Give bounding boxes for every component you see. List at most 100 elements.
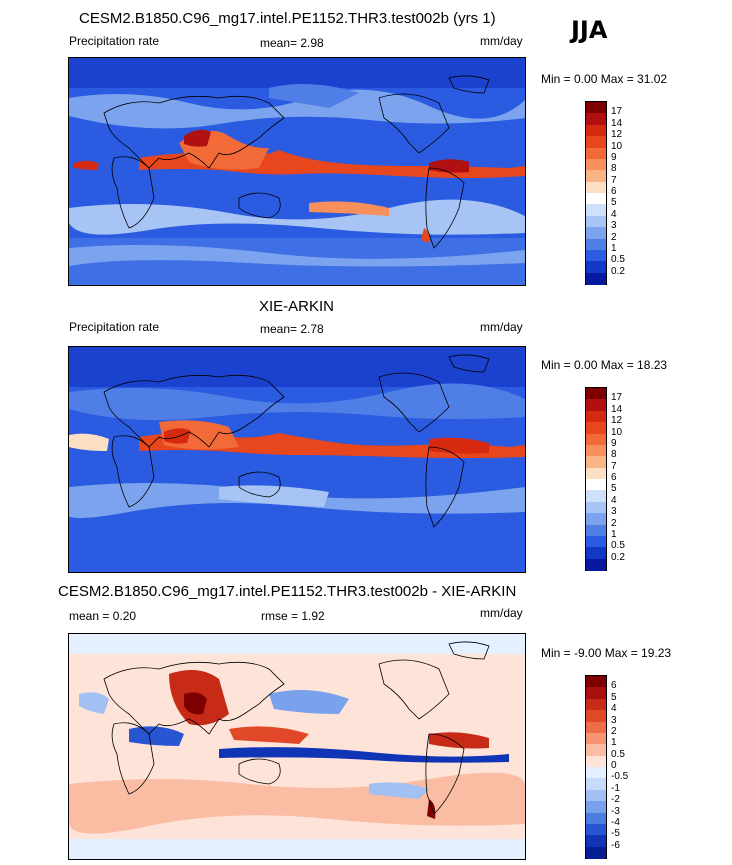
panel-3-colorbar: 6 5 4 3 2 1 0.5 0 -0.5 -1 -2 -3 -4 -5 -6 xyxy=(585,675,685,859)
season-label: JJA xyxy=(571,16,608,44)
panel-1-colorbar-scale xyxy=(585,101,607,285)
panel-3-map-svg xyxy=(69,634,525,859)
colorbar-tick-label: 0.2 xyxy=(611,551,625,563)
colorbar-segment xyxy=(586,721,606,734)
colorbar-tick-label: 9 xyxy=(611,151,617,163)
panel-2-map-svg xyxy=(69,347,525,572)
colorbar-tick-label: 1 xyxy=(611,528,617,540)
panel-1-colorbar: 17 14 12 10 9 8 7 6 5 4 3 2 1 0.5 0.2 xyxy=(585,101,685,285)
colorbar-segment xyxy=(586,846,606,859)
colorbar-tick-label: -6 xyxy=(611,839,620,851)
colorbar-tick-label: 14 xyxy=(611,403,623,415)
colorbar-segment xyxy=(586,467,606,480)
colorbar-segment xyxy=(586,558,606,571)
panel-1-map xyxy=(68,57,526,286)
colorbar-segment xyxy=(586,204,606,217)
colorbar-tick-label: -2 xyxy=(611,794,620,806)
colorbar-segment xyxy=(586,193,606,205)
colorbar-segment xyxy=(586,789,606,802)
colorbar-tick-label: 0.2 xyxy=(611,265,625,277)
colorbar-tick-label: -1 xyxy=(611,782,620,794)
panel-3-units: mm/day xyxy=(480,606,523,620)
panel-1-units: mm/day xyxy=(480,34,523,48)
colorbar-segment xyxy=(586,835,606,848)
colorbar-tick-label: 9 xyxy=(611,437,617,449)
colorbar-segment xyxy=(586,755,606,768)
colorbar-tick-label: 17 xyxy=(611,106,623,118)
colorbar-tick-label: 0.5 xyxy=(611,748,625,760)
colorbar-segment xyxy=(586,388,606,400)
colorbar-segment xyxy=(586,732,606,745)
panel-3-mean: mean = 0.20 xyxy=(69,609,137,623)
colorbar-tick-label: 8 xyxy=(611,449,617,461)
colorbar-segment xyxy=(586,422,606,434)
colorbar-tick-label: 4 xyxy=(611,208,617,220)
colorbar-segment xyxy=(586,823,606,836)
colorbar-tick-label: 8 xyxy=(611,163,617,175)
colorbar-tick-label: 12 xyxy=(611,415,623,427)
colorbar-tick-label: 7 xyxy=(611,174,617,186)
panel-1-map-svg xyxy=(69,58,525,285)
colorbar-segment xyxy=(586,501,606,514)
colorbar-tick-label: 3 xyxy=(611,506,617,518)
colorbar-segment xyxy=(586,124,606,137)
colorbar-tick-label: 17 xyxy=(611,392,623,404)
colorbar-segment xyxy=(586,698,606,711)
panel-2-variable: Precipitation rate xyxy=(69,320,160,334)
colorbar-segment xyxy=(586,181,606,194)
colorbar-segment xyxy=(586,215,606,228)
panel-3-map xyxy=(68,633,526,860)
colorbar-segment xyxy=(586,158,606,171)
colorbar-segment xyxy=(586,272,606,285)
colorbar-segment xyxy=(586,227,606,239)
colorbar-segment xyxy=(586,456,606,469)
panel-2-colorbar-scale xyxy=(585,387,607,571)
panel-3-colorbar-scale xyxy=(585,675,607,859)
colorbar-segment xyxy=(586,801,606,813)
panel-3-minmax: Min = -9.00 Max = 19.23 xyxy=(541,646,672,660)
colorbar-segment xyxy=(586,535,606,548)
colorbar-segment xyxy=(586,102,606,114)
colorbar-tick-label: 12 xyxy=(611,129,623,141)
colorbar-segment xyxy=(586,676,606,688)
colorbar-tick-label: 10 xyxy=(611,426,623,438)
colorbar-tick-label: 3 xyxy=(611,714,617,726)
colorbar-segment xyxy=(586,687,606,700)
colorbar-segment xyxy=(586,479,606,491)
colorbar-segment xyxy=(586,261,606,274)
colorbar-tick-label: 0 xyxy=(611,760,617,771)
colorbar-tick-label: 1 xyxy=(611,242,617,254)
colorbar-tick-label: 6 xyxy=(611,186,617,197)
colorbar-tick-label: -5 xyxy=(611,828,620,840)
colorbar-segment xyxy=(586,170,606,183)
colorbar-tick-label: 14 xyxy=(611,117,623,129)
colorbar-segment xyxy=(586,249,606,262)
colorbar-tick-label: 7 xyxy=(611,460,617,472)
panel-2-units: mm/day xyxy=(480,320,523,334)
colorbar-segment xyxy=(586,778,606,791)
panel-2-minmax: Min = 0.00 Max = 18.23 xyxy=(541,358,668,372)
panel-1-variable: Precipitation rate xyxy=(69,34,160,48)
colorbar-tick-label: -0.5 xyxy=(611,771,629,783)
colorbar-segment xyxy=(586,710,606,722)
colorbar-segment xyxy=(586,744,606,757)
colorbar-tick-label: 5 xyxy=(611,691,617,703)
colorbar-tick-label: 1 xyxy=(611,737,617,749)
panel-2-map xyxy=(68,346,526,573)
panel-3-title: CESM2.B1850.C96_mg17.intel.PE1152.THR3.t… xyxy=(58,583,517,600)
panel-2-colorbar: 17 14 12 10 9 8 7 6 5 4 3 2 1 0.5 0.2 xyxy=(585,387,685,571)
colorbar-tick-label: -4 xyxy=(611,816,620,828)
colorbar-tick-label: -3 xyxy=(611,805,620,817)
colorbar-segment xyxy=(586,410,606,423)
colorbar-segment xyxy=(586,547,606,560)
colorbar-segment xyxy=(586,513,606,525)
colorbar-segment xyxy=(586,147,606,160)
panel-2-title: XIE-ARKIN xyxy=(259,298,335,315)
colorbar-tick-label: 2 xyxy=(611,725,617,737)
colorbar-segment xyxy=(586,524,606,537)
colorbar-tick-label: 0.5 xyxy=(611,540,625,552)
colorbar-tick-label: 10 xyxy=(611,140,623,152)
colorbar-segment xyxy=(586,812,606,825)
panel-1-minmax: Min = 0.00 Max = 31.02 xyxy=(541,72,668,86)
